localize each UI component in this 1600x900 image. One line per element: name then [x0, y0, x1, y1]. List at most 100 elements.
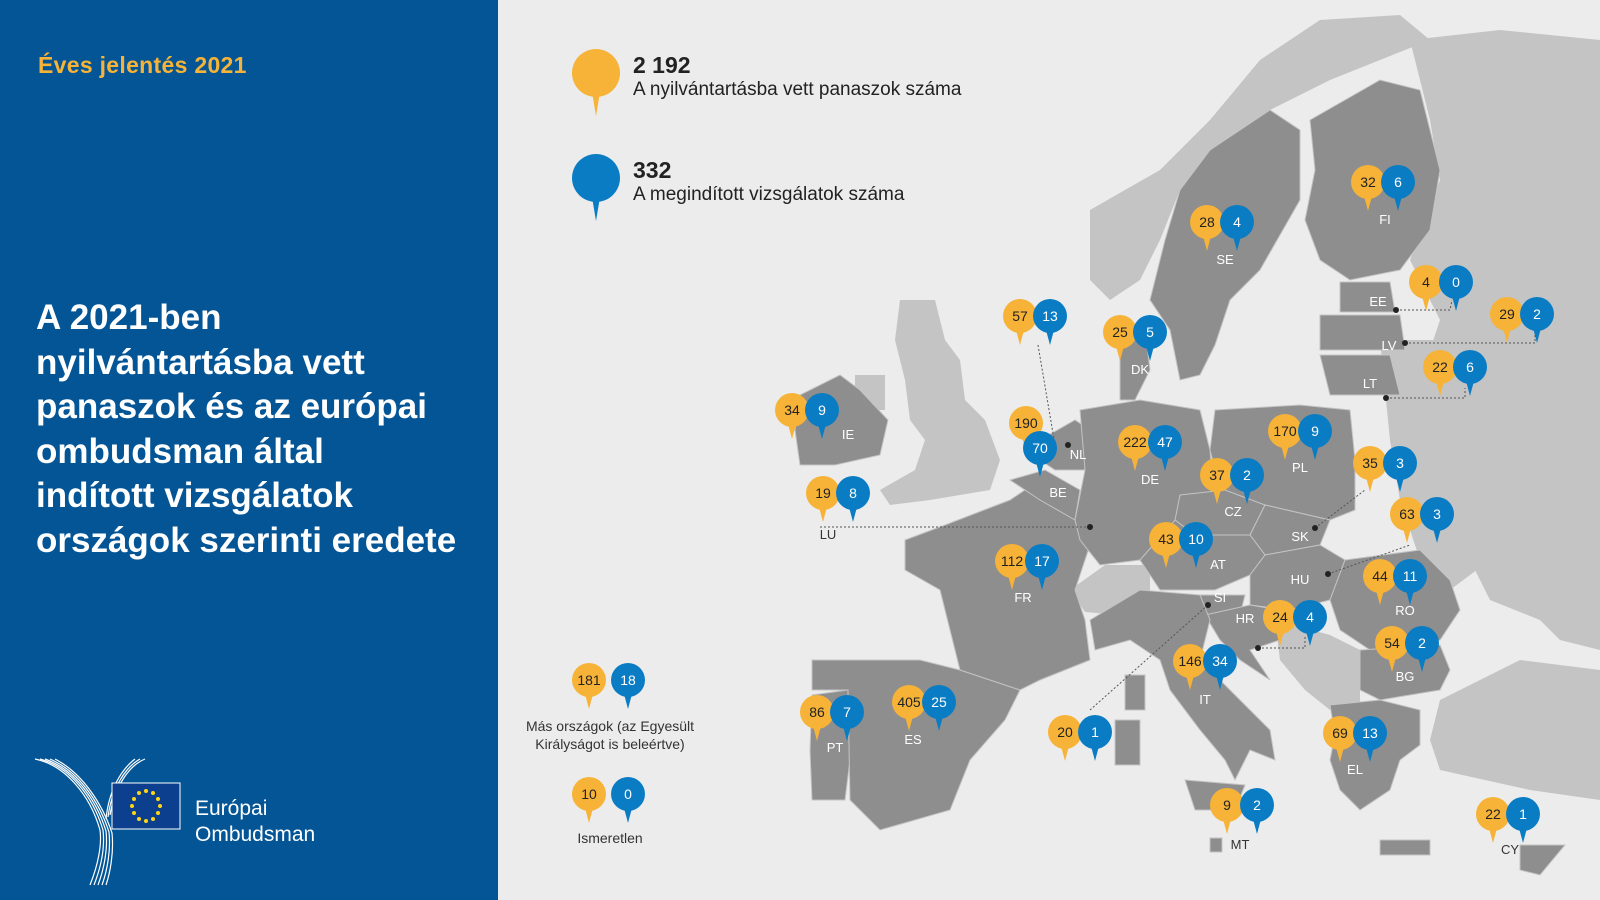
- lt-inquiries-pin-icon: [1453, 350, 1487, 396]
- dk-complaints-count: 25: [1112, 324, 1128, 340]
- cz-inquiries-count: 2: [1243, 467, 1251, 483]
- other-complaints-count: 181: [577, 672, 601, 688]
- pt-complaints-count: 86: [809, 704, 825, 720]
- inquiries-total: 332: [633, 157, 672, 183]
- logo-swoosh-icon: [34, 758, 146, 886]
- nl-complaints-pin-icon: [1003, 299, 1037, 345]
- el-complaints-count: 69: [1332, 725, 1348, 741]
- hr-dot: [1255, 645, 1261, 651]
- sk-inquiries-pin-icon: [1383, 446, 1417, 492]
- cyprus-shape: [1519, 844, 1567, 876]
- dk-inquiries-count: 5: [1146, 324, 1154, 340]
- leader-lines: [820, 299, 1536, 711]
- at-inquiries-count: 10: [1188, 531, 1204, 547]
- bg-complaints-count: 54: [1384, 635, 1400, 651]
- be-complaints-count: 190: [1014, 415, 1038, 431]
- logo-text-line2: Ombudsman: [195, 823, 316, 846]
- crete-shape: [1379, 839, 1431, 856]
- ro-complaints-pin-icon: [1363, 559, 1397, 605]
- el-inquiries-pin-icon: [1353, 716, 1387, 762]
- lv-inquiries-pin-icon: [1520, 297, 1554, 343]
- heading-line: A 2021-ben: [36, 298, 222, 337]
- sardinia-shape: [1114, 719, 1141, 766]
- mt-country-label: MT: [1230, 837, 1250, 852]
- fi-country-label: FI: [1379, 212, 1391, 227]
- other-complaints-pin-icon: [572, 663, 606, 709]
- hr-inquiries-count: 4: [1306, 609, 1314, 625]
- non-eu-land: [855, 15, 1600, 800]
- unknown-complaints-pin-icon: [572, 777, 606, 823]
- ee-country-label: EE: [1369, 294, 1387, 309]
- ee-dot: [1393, 307, 1399, 313]
- unknown-complaints-count: 10: [581, 786, 597, 802]
- hu-dot: [1325, 571, 1331, 577]
- sk-leader-line: [1314, 489, 1366, 529]
- cz-complaints-pin-icon: [1200, 458, 1234, 504]
- nl-inquiries-count: 13: [1042, 308, 1058, 324]
- spain-shape: [811, 659, 1021, 831]
- complaint-pin-icon: [572, 49, 620, 116]
- bg-inquiries-count: 2: [1418, 635, 1426, 651]
- sk-complaints-count: 35: [1362, 455, 1378, 471]
- other-inquiries-pin-icon: [611, 663, 645, 709]
- pl-inquiries-pin-icon: [1298, 414, 1332, 460]
- fr-country-label: FR: [1014, 590, 1032, 605]
- hr-complaints-count: 24: [1272, 609, 1288, 625]
- europe-map: [572, 15, 1600, 876]
- be-inquiries-pin-icon: [1023, 431, 1057, 477]
- ie-country-label: IE: [841, 427, 855, 442]
- es-complaints-count: 405: [897, 694, 921, 710]
- cy-complaints-pin-icon: [1476, 797, 1510, 843]
- lu-country-label: LU: [819, 527, 837, 542]
- de-country-label: DE: [1140, 472, 1160, 487]
- hu-complaints-pin-icon: [1390, 497, 1424, 543]
- norway-shape: [1090, 15, 1430, 300]
- pl-complaints-count: 170: [1273, 423, 1297, 439]
- inquiries-label: A megindított vizsgálatok száma: [633, 184, 905, 205]
- ee-complaints-pin-icon: [1409, 265, 1443, 311]
- cz-complaints-count: 37: [1209, 467, 1225, 483]
- heading-line: országok szerinti eredete: [36, 520, 457, 560]
- fi-inquiries-pin-icon: [1381, 165, 1415, 211]
- cy-inquiries-pin-icon: [1506, 797, 1540, 843]
- el-complaints-pin-icon: [1323, 716, 1357, 762]
- hu-leader-line: [1327, 544, 1411, 575]
- hr-country-label: HR: [1235, 611, 1255, 626]
- it-inquiries-pin-icon: [1203, 644, 1237, 690]
- pt-inquiries-count: 7: [843, 704, 851, 720]
- sk-dot: [1312, 525, 1318, 531]
- cz-inquiries-pin-icon: [1230, 458, 1264, 504]
- ro-complaints-count: 44: [1372, 568, 1388, 584]
- el-country-label: EL: [1347, 762, 1363, 777]
- es-country-label: ES: [904, 732, 922, 747]
- pt-inquiries-pin-icon: [830, 695, 864, 741]
- malta-shape: [1209, 837, 1223, 853]
- pt-complaints-pin-icon: [800, 695, 834, 741]
- dk-inquiries-pin-icon: [1133, 315, 1167, 361]
- unknown-inquiries-pin-icon: [611, 777, 645, 823]
- fr-inquiries-pin-icon: [1025, 544, 1059, 590]
- hu-country-label: HU: [1290, 572, 1310, 587]
- corsica-shape: [1124, 674, 1146, 711]
- mt-inquiries-count: 2: [1253, 797, 1261, 813]
- el-inquiries-count: 13: [1362, 725, 1378, 741]
- cy-complaints-count: 22: [1485, 806, 1501, 822]
- left-panel: [0, 0, 498, 900]
- ie-complaints-pin-icon: [775, 393, 809, 439]
- unknown-label: Ismeretlen: [577, 830, 643, 846]
- nl-country-label: NL: [1069, 447, 1087, 462]
- fi-complaints-count: 32: [1360, 174, 1376, 190]
- lv-country-label: LV: [1381, 338, 1397, 353]
- nl-inquiries-pin-icon: [1033, 299, 1067, 345]
- lu-dot: [1087, 524, 1093, 530]
- sk-country-label: SK: [1291, 529, 1309, 544]
- ee-leader-line: [1396, 299, 1453, 311]
- lv-complaints-count: 29: [1499, 306, 1515, 322]
- other-countries-label: Más országok (az Egyesült Királyságot is…: [500, 717, 720, 753]
- lu-inquiries-pin-icon: [836, 476, 870, 522]
- at-country-label: AT: [1210, 557, 1226, 572]
- other-countries-line1: Más országok (az Egyesült: [525, 718, 695, 734]
- si-inquiries-count: 1: [1091, 724, 1099, 740]
- it-inquiries-count: 34: [1212, 653, 1228, 669]
- be-inquiries-count: 70: [1032, 440, 1048, 456]
